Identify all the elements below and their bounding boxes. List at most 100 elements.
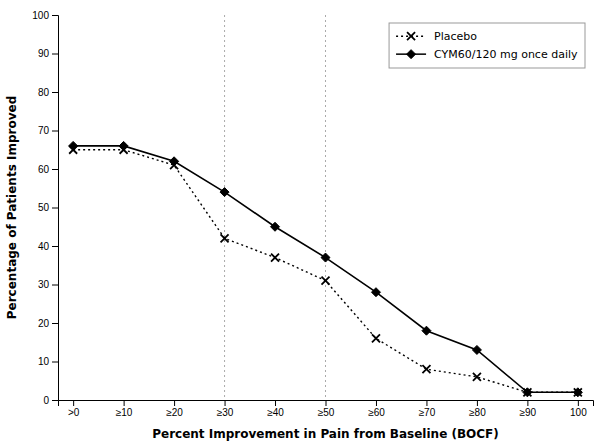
- y-tick-mark: [52, 285, 58, 286]
- point-marker: [322, 277, 330, 285]
- legend-box: [389, 23, 585, 68]
- x-tick: 100: [570, 400, 587, 418]
- legend-marker: [407, 50, 416, 59]
- x-tick-mark: [376, 400, 377, 406]
- y-tick: 20: [38, 318, 58, 329]
- y-tick: 0: [43, 395, 58, 406]
- y-tick: 90: [38, 48, 58, 59]
- y-tick: 40: [38, 241, 58, 252]
- plot-area: >0 ≥10 ≥20 ≥30 ≥40 ≥50 ≥60 ≥70 ≥80 ≥90 100 0 10 20 30 4…: [32, 10, 593, 418]
- x-tick: ≥50: [318, 400, 335, 418]
- x-tick: ≥60: [368, 400, 385, 418]
- y-tick-mark: [52, 323, 58, 324]
- point-marker: [573, 388, 582, 397]
- x-tick-label: ≥20: [166, 407, 183, 418]
- marker-shape: [69, 141, 78, 150]
- point-marker: [372, 334, 380, 342]
- y-axis-line: [52, 16, 59, 401]
- y-axis: 0 10 20 30 40 50 60 70 80 90 100: [32, 10, 58, 406]
- x-tick: >0: [68, 400, 80, 418]
- y-tick-label: 50: [38, 202, 50, 213]
- y-axis-title: Percentage of Patients Improved: [5, 96, 19, 319]
- point-marker: [523, 388, 532, 397]
- x-tick-label: ≥10: [116, 407, 133, 418]
- point-marker: [170, 157, 179, 166]
- point-marker: [422, 326, 431, 335]
- x-tick-mark: [174, 400, 175, 406]
- series-line: [73, 146, 578, 392]
- marker-shape: [220, 188, 229, 197]
- y-tick: 80: [38, 87, 58, 98]
- marker-shape: [472, 345, 481, 354]
- x-tick-mark: [477, 400, 478, 406]
- point-marker: [221, 234, 229, 242]
- y-tick-label: 0: [43, 395, 49, 406]
- y-tick-label: 70: [38, 125, 50, 136]
- y-tick-mark: [52, 169, 58, 170]
- y-tick: 60: [38, 164, 58, 175]
- x-tick-label: ≥90: [520, 407, 537, 418]
- point-marker: [422, 365, 430, 373]
- x-tick-label: >0: [68, 407, 80, 418]
- y-tick-mark: [52, 246, 58, 247]
- point-marker: [472, 345, 481, 354]
- point-marker: [574, 388, 582, 396]
- y-tick-label: 20: [38, 318, 50, 329]
- point-marker: [473, 373, 481, 381]
- marker-shape: [271, 254, 279, 262]
- y-tick-label: 10: [38, 356, 50, 367]
- marker-shape: [119, 141, 128, 150]
- x-tick-mark: [527, 400, 528, 406]
- y-tick: 50: [38, 202, 58, 213]
- x-tick-label: ≥70: [419, 407, 436, 418]
- y-tick-label: 80: [38, 87, 50, 98]
- y-tick-label: 30: [38, 279, 50, 290]
- y-tick-mark: [52, 15, 58, 16]
- marker-shape: [271, 222, 280, 231]
- point-marker: [220, 188, 229, 197]
- marker-shape: [221, 234, 229, 242]
- y-tick-mark: [52, 208, 58, 209]
- x-tick-label: ≥60: [368, 407, 385, 418]
- y-tick-mark: [52, 54, 58, 55]
- y-tick: 70: [38, 125, 58, 136]
- y-tick-label: 90: [38, 48, 50, 59]
- marker-shape: [523, 388, 532, 397]
- y-tick-mark: [52, 92, 58, 93]
- legend-item: Placebo: [396, 30, 477, 43]
- y-tick-mark: [52, 362, 58, 363]
- x-tick: ≥90: [520, 400, 537, 418]
- x-tick-mark: [326, 400, 327, 406]
- reference-line: [325, 15, 326, 400]
- x-tick: ≥10: [116, 400, 133, 418]
- legend: Placebo CYM60/120 mg once daily: [389, 23, 585, 68]
- x-tick: ≥20: [166, 400, 183, 418]
- x-tick-mark: [124, 400, 125, 406]
- point-marker: [271, 222, 280, 231]
- legend-marker-shape: [407, 50, 416, 59]
- marker-shape: [473, 373, 481, 381]
- y-tick: 30: [38, 279, 58, 290]
- point-marker: [119, 141, 128, 150]
- x-tick-mark: [225, 400, 226, 406]
- marker-shape: [574, 388, 582, 396]
- point-marker: [371, 288, 380, 297]
- x-tick: ≥70: [419, 400, 436, 418]
- marker-shape: [422, 365, 430, 373]
- y-tick-mark: [52, 400, 58, 401]
- y-tick-mark: [52, 131, 58, 132]
- y-tick: 100: [32, 10, 58, 21]
- marker-shape: [372, 334, 380, 342]
- x-tick-label: ≥40: [267, 407, 284, 418]
- x-tick: ≥40: [267, 400, 284, 418]
- x-tick-label: ≥80: [469, 407, 486, 418]
- point-marker: [321, 253, 330, 262]
- x-axis: >0 ≥10 ≥20 ≥30 ≥40 ≥50 ≥60 ≥70 ≥80 ≥90 100: [59, 400, 594, 418]
- legend-item: CYM60/120 mg once daily: [396, 48, 578, 61]
- marker-shape: [573, 388, 582, 397]
- legend-label: Placebo: [434, 30, 477, 43]
- x-tick-label: ≥30: [217, 407, 234, 418]
- marker-shape: [322, 277, 330, 285]
- legend-label: CYM60/120 mg once daily: [434, 48, 578, 61]
- marker-shape: [321, 253, 330, 262]
